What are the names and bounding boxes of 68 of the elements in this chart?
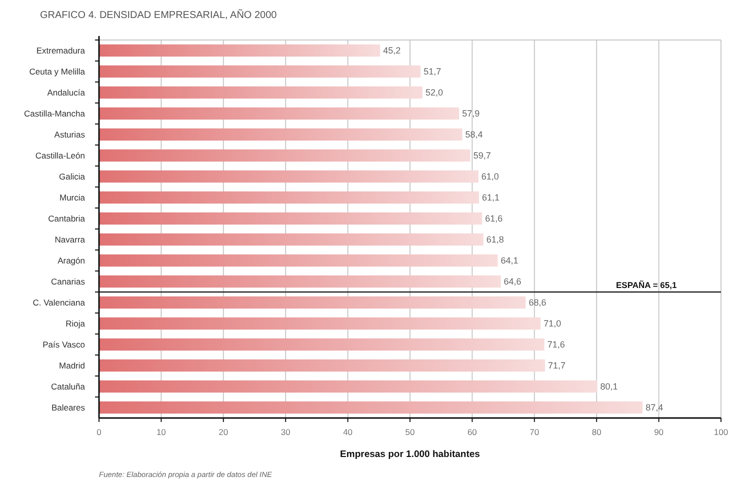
bar <box>99 65 421 78</box>
data-label: 61,0 <box>481 172 499 182</box>
data-label: 64,6 <box>504 276 522 287</box>
x-tick-label: 40 <box>343 427 353 437</box>
bar <box>99 338 544 351</box>
y-tick-label: Andalucía <box>47 87 86 98</box>
bar <box>99 254 498 267</box>
bar <box>99 86 422 99</box>
bar <box>99 107 460 120</box>
y-tick-label: Galicia <box>59 171 86 182</box>
y-tick-label: Murcia <box>59 192 86 202</box>
bar <box>99 191 480 204</box>
bar <box>99 170 478 183</box>
y-tick-label: Canarias <box>50 276 85 286</box>
y-tick-label: Castilla-Mancha <box>24 108 86 118</box>
x-tick-label: 100 <box>714 427 728 437</box>
data-label: 80,1 <box>600 382 618 392</box>
bar <box>99 317 541 330</box>
y-tick-label: Asturias <box>54 129 85 140</box>
y-tick-label: Cataluña <box>50 381 86 392</box>
data-label: 58,4 <box>465 130 483 140</box>
chart-title: GRAFICO 4. DENSIDAD EMPRESARIAL, AÑO 2000 <box>40 9 278 21</box>
bar <box>99 401 643 414</box>
y-tick-label: Baleares <box>51 402 85 412</box>
y-tick-label: Aragón <box>58 255 86 266</box>
y-tick-label: Rioja <box>66 318 86 328</box>
data-label: 68,6 <box>528 298 546 308</box>
y-tick-label: Ceuta y Melilla <box>29 66 86 76</box>
data-label: 71,6 <box>547 340 565 350</box>
x-tick-label: 30 <box>280 427 291 437</box>
y-tick-label: Castilla-León <box>35 150 86 160</box>
y-tick-label: País Vasco <box>42 339 86 350</box>
bar <box>99 149 470 162</box>
x-tick-label: 90 <box>654 427 664 437</box>
x-tick-label: 10 <box>156 427 166 437</box>
data-label: 61,8 <box>486 234 504 245</box>
data-label: 61,6 <box>485 214 503 224</box>
bar <box>99 275 501 288</box>
x-tick-label: 0 <box>96 427 102 437</box>
y-tick-label: C. Valenciana <box>32 297 86 308</box>
data-label: 61,1 <box>482 192 500 203</box>
x-tick-label: 60 <box>467 427 478 437</box>
bar <box>99 44 380 57</box>
y-tick-label: Cantabria <box>48 213 86 224</box>
data-label: 71,7 <box>548 360 566 371</box>
y-tick-label: Extremadura <box>36 45 86 56</box>
data-label: 51,7 <box>424 66 442 77</box>
x-tick-label: 80 <box>592 427 602 437</box>
bar <box>99 128 462 141</box>
bar <box>99 233 484 246</box>
x-tick-label: 70 <box>530 427 540 437</box>
y-tick-label: Navarra <box>54 234 86 244</box>
data-label: 57,9 <box>462 108 480 119</box>
data-label: 59,7 <box>473 150 491 161</box>
data-label: 45,2 <box>383 46 401 56</box>
x-tick-label: 20 <box>218 427 228 437</box>
data-label: 71,0 <box>544 318 562 329</box>
x-axis-title: Empresas por 1.000 habitantes <box>340 449 480 460</box>
bar <box>99 359 545 372</box>
y-tick-label: Madrid <box>59 360 86 370</box>
data-label: 64,1 <box>500 256 518 266</box>
bar <box>99 212 482 225</box>
bar <box>99 380 598 393</box>
ref-line-label: ESPAÑA = 65,1 <box>616 280 677 290</box>
data-label: 52,0 <box>425 88 443 98</box>
x-tick-label: 50 <box>405 427 415 437</box>
data-label: 87,4 <box>646 402 664 413</box>
bar <box>99 296 526 309</box>
